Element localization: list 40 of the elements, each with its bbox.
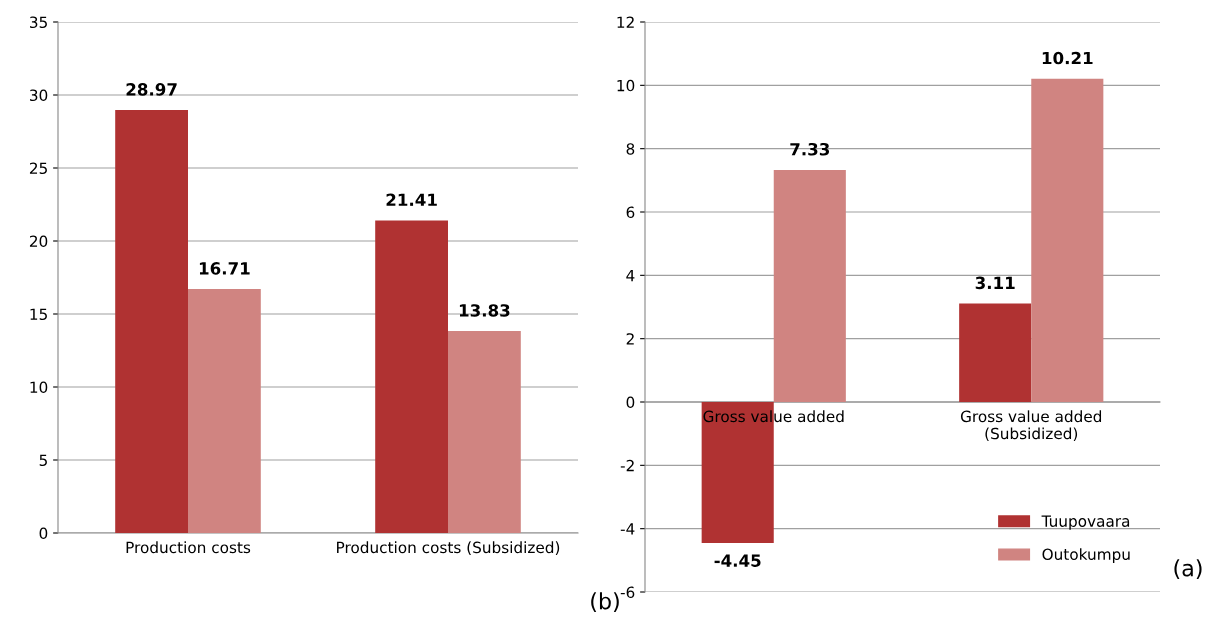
- text: (b): [591, 592, 619, 613]
- y-tick-label: 0: [39, 527, 48, 540]
- x-tick-label: Production costs (Subsidized): [337, 541, 560, 555]
- y-tick-label: 6: [626, 206, 635, 219]
- data-label: 28.97: [126, 83, 177, 96]
- y-tick-label: -6: [620, 586, 635, 599]
- data-label: -4.45: [714, 554, 761, 567]
- y-tick-label: 12: [617, 16, 634, 28]
- y-tick-label: 10: [30, 381, 48, 394]
- y-tick-label: 2: [626, 333, 634, 345]
- x-tick-label: Production costs: [126, 541, 251, 554]
- y-tick-label: 0: [626, 396, 635, 409]
- text: (a): [1174, 559, 1202, 580]
- data-label: 3.11: [975, 276, 1015, 290]
- bar: [448, 331, 521, 533]
- bar: [115, 110, 188, 533]
- y-tick-label: 5: [39, 454, 47, 467]
- y-tick-label: 8: [626, 143, 635, 155]
- data-label: 16.71: [199, 262, 250, 275]
- y-tick-label: 10: [617, 79, 635, 92]
- bar: [773, 169, 846, 402]
- y-tick-label: -4: [620, 523, 635, 535]
- y-tick-label: 30: [30, 89, 48, 102]
- bar: [959, 303, 1032, 402]
- y-tick-label: 20: [29, 235, 48, 248]
- y-tick-label: 15: [30, 308, 47, 321]
- y-tick-label: 25: [29, 162, 47, 175]
- y-tick-label: 4: [626, 270, 635, 282]
- data-label: 13.83: [459, 304, 510, 317]
- y-tick-label: 35: [30, 16, 47, 29]
- bar: [375, 220, 448, 533]
- legend-label: Tuupovaara: [1041, 515, 1130, 530]
- x-tick-label: Gross value added (Subsidized): [960, 410, 1102, 442]
- y-tick-label: -2: [620, 459, 634, 472]
- data-label: 10.21: [1042, 51, 1093, 65]
- bar: [188, 289, 261, 533]
- legend-label: Outokumpu: [1042, 548, 1130, 563]
- bar: [1031, 78, 1104, 402]
- data-label: 7.33: [790, 142, 830, 156]
- data-label: 21.41: [386, 193, 437, 206]
